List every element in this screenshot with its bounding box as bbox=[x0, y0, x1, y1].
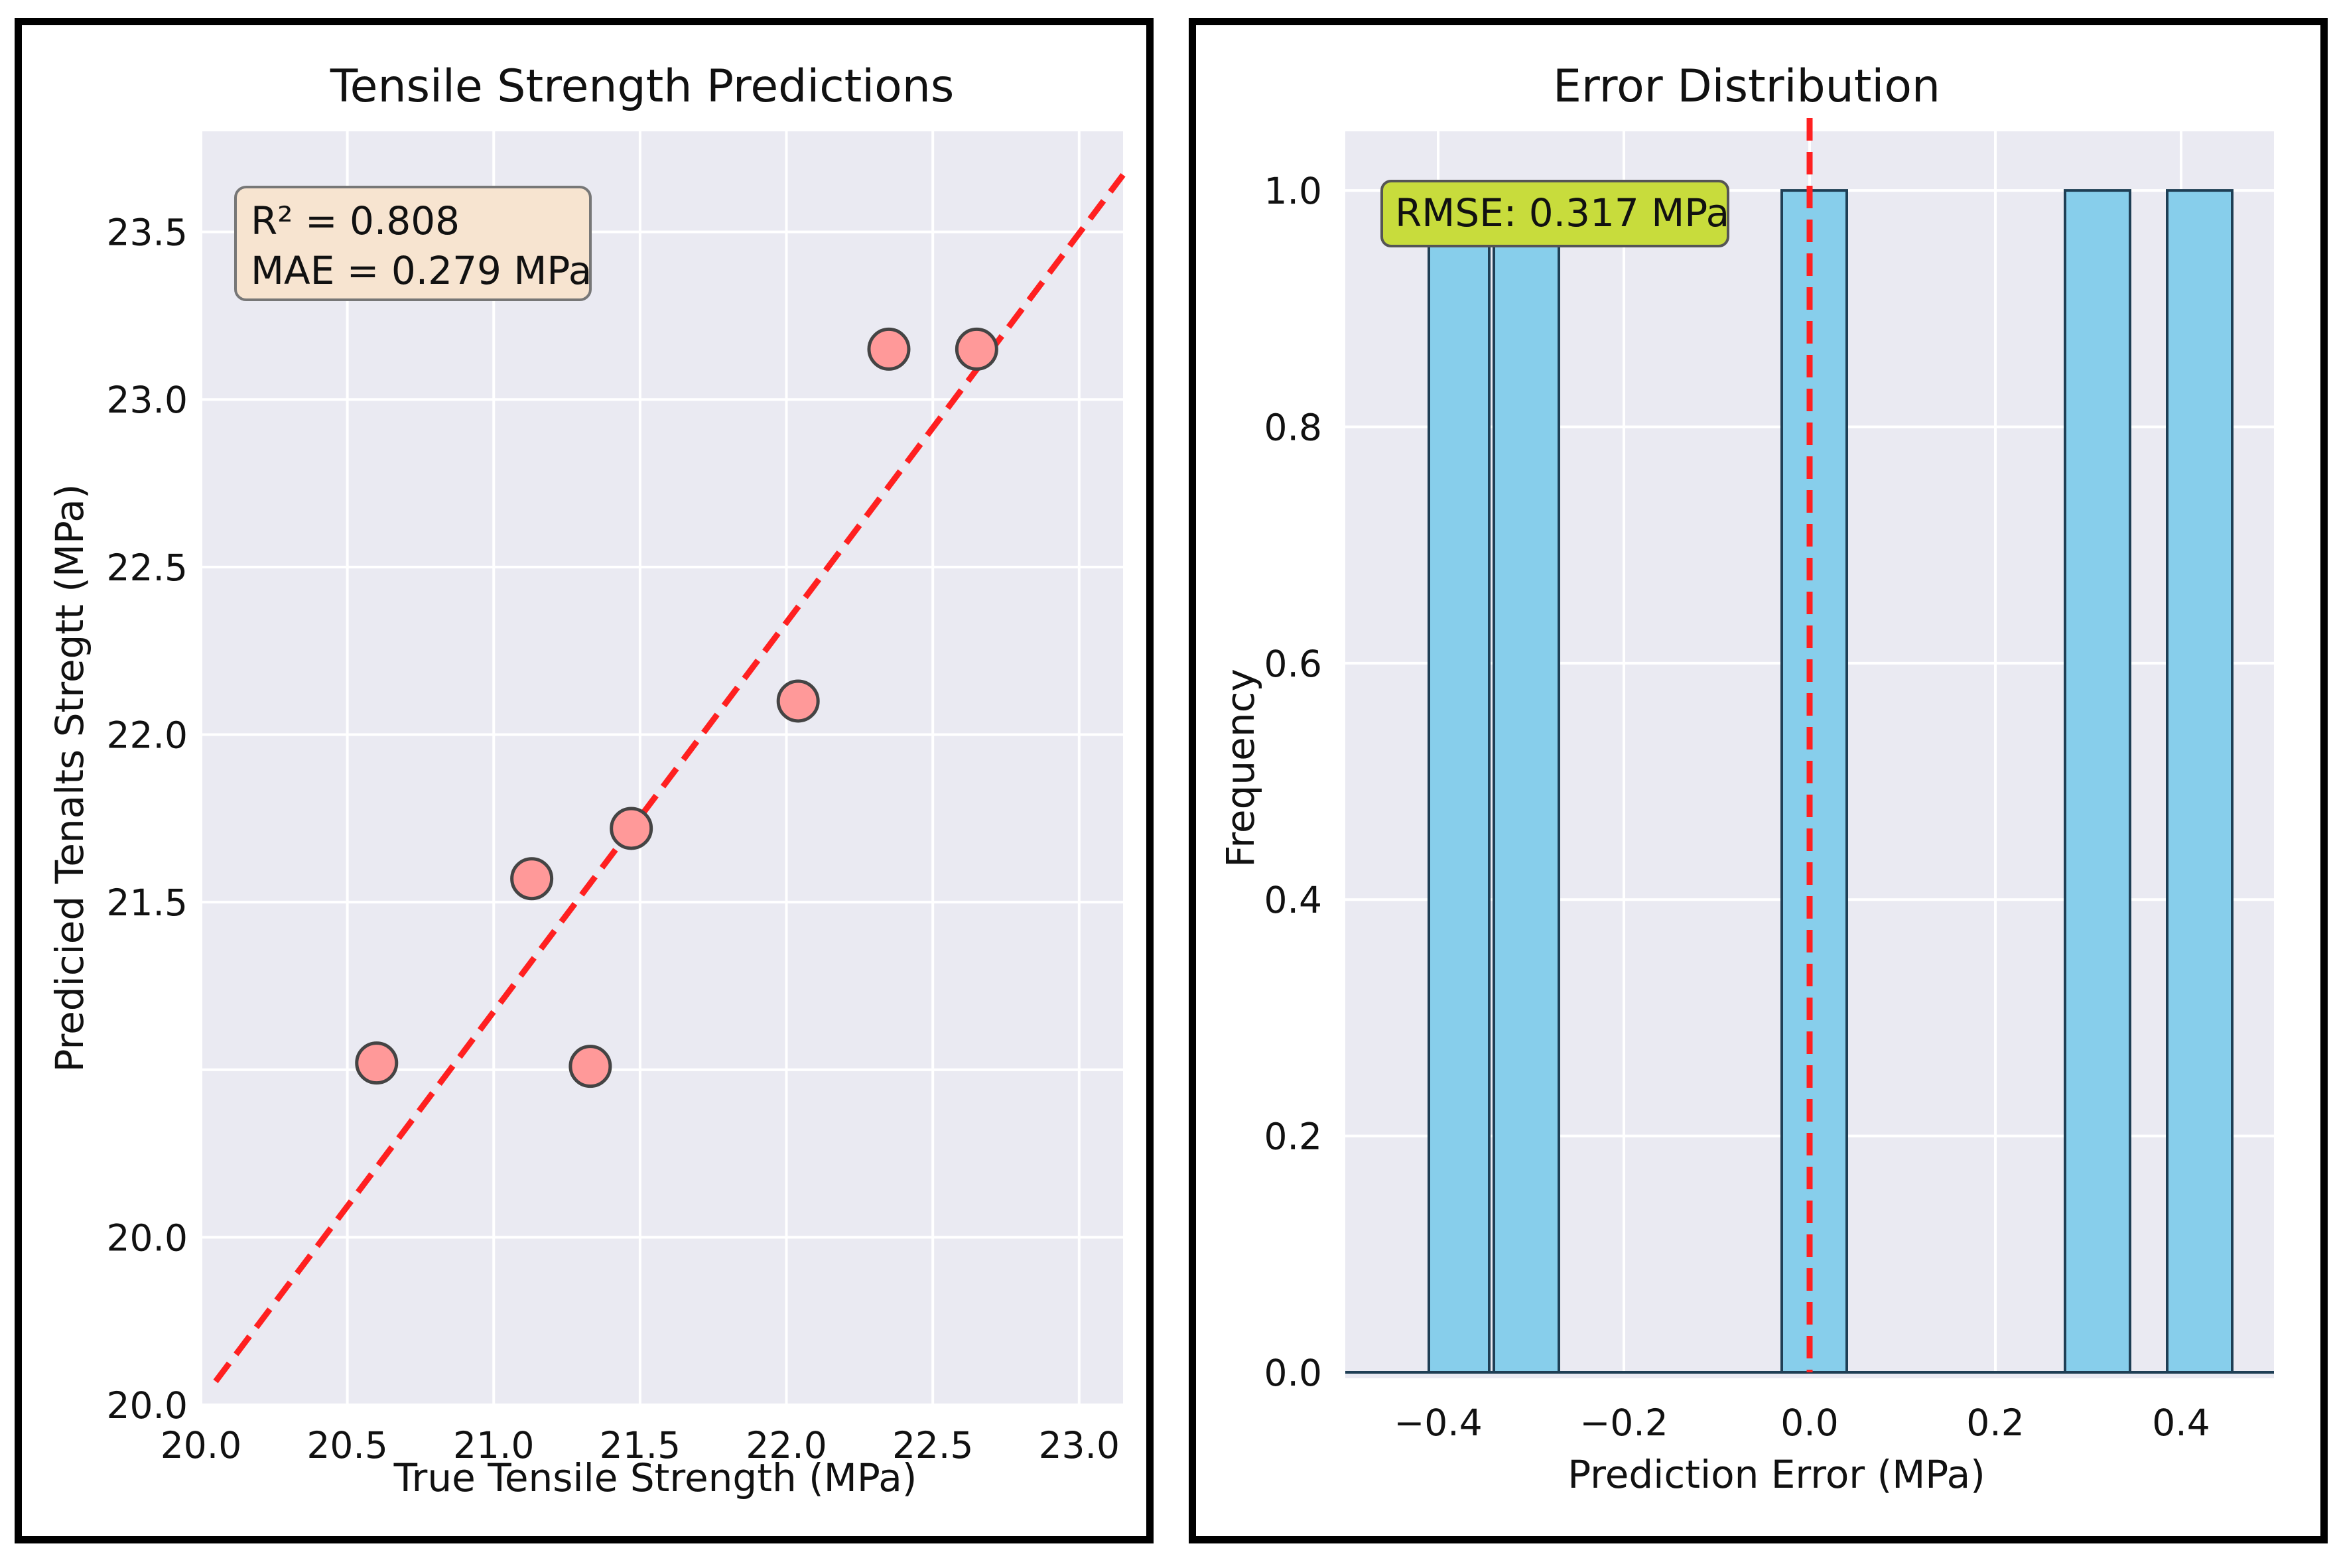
scatter-point bbox=[610, 807, 653, 850]
scatter-point bbox=[867, 327, 911, 371]
rmse-annotation-box bbox=[1380, 180, 1729, 247]
y-tick-label: 20.0 bbox=[107, 1384, 188, 1427]
histogram-bar bbox=[2064, 189, 2131, 1374]
y-tick-label: 23.0 bbox=[107, 379, 188, 421]
mae-label: MAE = 0.279 MPa bbox=[251, 248, 592, 293]
r2-label: R² = 0.808 bbox=[251, 198, 460, 243]
x-tick-label: 22.0 bbox=[746, 1424, 827, 1467]
x-tick-label: 0.0 bbox=[1780, 1402, 1838, 1444]
histogram-bar bbox=[1493, 189, 1560, 1374]
metrics-annotation: R² = 0.808 MAE = 0.279 MPa bbox=[234, 186, 592, 301]
x-tick-label: 20.5 bbox=[306, 1424, 387, 1467]
scatter-point bbox=[955, 327, 998, 371]
y-tick-label: 22.5 bbox=[107, 547, 188, 589]
x-tick-label: 22.5 bbox=[892, 1424, 973, 1467]
y-tick-label: 20.0 bbox=[107, 1216, 188, 1259]
y-axis-label: Predicied Tenalts Stregtt (MPa) bbox=[47, 484, 92, 1073]
y-tick-label: 0.2 bbox=[1264, 1116, 1322, 1158]
rmse-label: RMSE: 0.317 MPa bbox=[1395, 190, 1729, 235]
scatter-chart-panel: 20.0 20.5 21.0 21.5 22.0 22.5 23.0 20.0 20.0 21.… bbox=[15, 18, 1154, 1543]
scatter-point bbox=[776, 679, 820, 723]
x-tick-label: 0.4 bbox=[2152, 1402, 2210, 1444]
x-tick-label: 20.0 bbox=[161, 1424, 241, 1467]
scatter-chart: 20.0 20.5 21.0 21.5 22.0 22.5 23.0 20.020.021.… bbox=[47, 60, 1126, 1500]
histogram-bar bbox=[2166, 189, 2234, 1374]
y-tick-label: 23.5 bbox=[107, 212, 188, 254]
x-axis-label: Prediction Error (MPa) bbox=[1568, 1452, 1985, 1497]
histogram-chart: −0.4 −0.2 0.0 0.2 0.4 0.0 0.2 0.4 0.6 0.8 1.0 Err… bbox=[1218, 60, 2274, 1497]
y-tick-label: 0.4 bbox=[1264, 879, 1322, 921]
scatter-point bbox=[510, 857, 554, 901]
x-tick-label: 0.2 bbox=[1966, 1402, 2024, 1444]
histogram-bar bbox=[1428, 189, 1491, 1374]
x-tick-label: −0.4 bbox=[1394, 1402, 1483, 1444]
histogram-chart-panel: −0.4 −0.2 0.0 0.2 0.4 0.0 0.2 0.4 0.6 0.8 1.0 Err… bbox=[1189, 18, 2328, 1543]
x-tick-label: 21.5 bbox=[600, 1424, 681, 1467]
chart-title: Tensile Strength Predictions bbox=[330, 60, 955, 113]
y-tick-label: 1.0 bbox=[1264, 170, 1322, 212]
chart-title: Error Distribution bbox=[1553, 60, 1940, 113]
scatter-point bbox=[355, 1041, 399, 1085]
x-tick-label: 21.0 bbox=[453, 1424, 534, 1467]
x-tick-label: −0.2 bbox=[1579, 1402, 1668, 1444]
x-axis-label: True Tensile Strength (MPa) bbox=[393, 1455, 917, 1500]
y-tick-label: 0.0 bbox=[1264, 1352, 1322, 1394]
scatter-point bbox=[568, 1045, 612, 1088]
y-tick-label: 21.5 bbox=[107, 882, 188, 924]
y-tick-label: 0.6 bbox=[1264, 643, 1322, 685]
fit-line bbox=[213, 172, 1126, 1384]
metrics-annotation-box bbox=[234, 186, 592, 301]
y-axis-label: Frequency bbox=[1218, 669, 1263, 868]
y-tick-label: 22.0 bbox=[107, 714, 188, 756]
x-tick-label: 23.0 bbox=[1039, 1424, 1120, 1467]
histogram-bar bbox=[1780, 189, 1848, 1374]
y-tick-label: 0.8 bbox=[1264, 406, 1322, 448]
rmse-annotation: RMSE: 0.317 MPa bbox=[1380, 180, 1729, 247]
